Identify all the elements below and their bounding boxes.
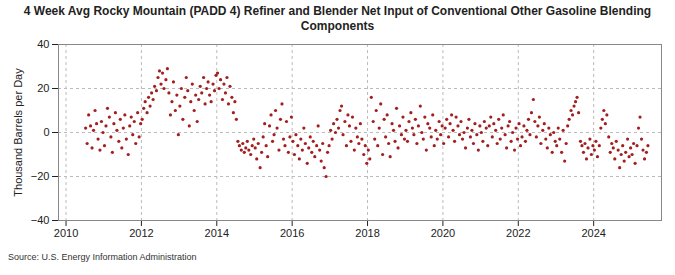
svg-text:−20: −20 <box>31 170 50 182</box>
svg-text:2020: 2020 <box>431 227 455 239</box>
svg-text:2016: 2016 <box>280 227 304 239</box>
svg-text:2022: 2022 <box>506 227 530 239</box>
svg-text:0: 0 <box>43 126 49 138</box>
svg-text:2014: 2014 <box>205 227 229 239</box>
svg-text:40: 40 <box>37 38 49 50</box>
svg-text:2018: 2018 <box>355 227 379 239</box>
svg-text:2024: 2024 <box>581 227 605 239</box>
svg-text:Thousand Barrels per Day: Thousand Barrels per Day <box>12 68 24 197</box>
svg-text:2012: 2012 <box>129 227 153 239</box>
svg-text:−40: −40 <box>31 214 50 226</box>
svg-text:20: 20 <box>37 82 49 94</box>
html-text:Source: U.S. Energy Informatio: Source: U.S. Energy Information Administ… <box>8 252 197 262</box>
html-text:4 Week Avg Rocky Mountain (PAD: 4 Week Avg Rocky Mountain (PADD 4) Refin… <box>23 4 652 33</box>
svg-text:2010: 2010 <box>54 227 78 239</box>
